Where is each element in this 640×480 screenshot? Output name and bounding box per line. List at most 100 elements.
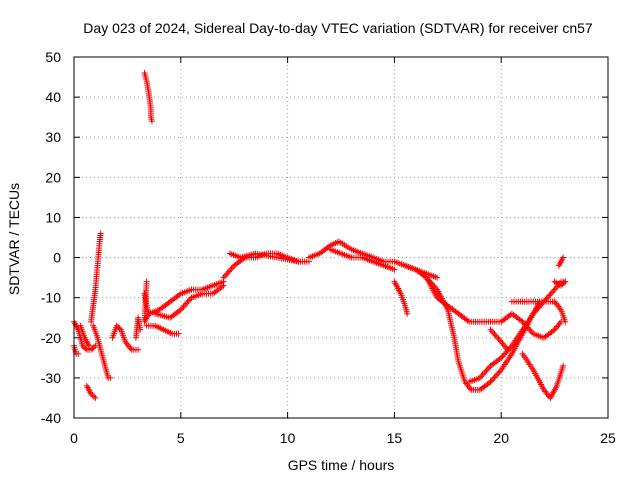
- y-tick-label: -20: [41, 330, 61, 346]
- plus-mark: [79, 342, 86, 349]
- plus-mark: [75, 350, 82, 357]
- plus-mark: [499, 353, 506, 360]
- x-tick-label: 0: [70, 430, 78, 446]
- plus-mark: [559, 281, 566, 288]
- plus-mark: [496, 337, 503, 344]
- plus-mark: [560, 362, 567, 369]
- plus-mark: [560, 279, 567, 286]
- series-arc-z: [555, 254, 567, 269]
- series-arc-g: [109, 322, 142, 353]
- series-arc-h: [132, 314, 144, 341]
- series-arc-d: [83, 382, 99, 401]
- plus-mark: [90, 393, 97, 400]
- plus-mark: [495, 369, 502, 376]
- series-arc-y: [551, 278, 569, 289]
- y-tick-label: -30: [41, 370, 61, 386]
- plus-mark: [113, 322, 120, 329]
- plus-mark: [143, 278, 150, 285]
- plus-mark: [221, 273, 228, 280]
- plus-mark: [227, 267, 234, 274]
- plus-mark: [484, 365, 491, 372]
- series-arc-j: [141, 70, 155, 125]
- plus-mark: [183, 300, 190, 307]
- plus-mark: [220, 282, 227, 289]
- series-arc-f: [90, 322, 114, 381]
- x-tick-label: 15: [387, 430, 403, 446]
- series-arc-w: [508, 298, 569, 325]
- plot-frame: [73, 56, 609, 419]
- plus-mark: [548, 289, 555, 296]
- x-tick-labels: 0 5 10 15 20 25: [70, 430, 616, 446]
- plus-mark: [491, 331, 498, 338]
- plus-mark: [148, 118, 155, 125]
- x-tick-label: 25: [600, 430, 616, 446]
- plus-mark: [492, 372, 499, 379]
- plus-mark: [223, 271, 230, 278]
- series-arc-v: [487, 326, 511, 353]
- chart-title: Day 023 of 2024, Sidereal Day-to-day VTE…: [83, 20, 593, 36]
- plus-mark: [550, 288, 557, 295]
- series-arc-o: [226, 250, 302, 265]
- plus-mark: [107, 374, 114, 381]
- plus-mark: [490, 329, 497, 336]
- y-tick-label: -40: [41, 410, 61, 426]
- series-arc-b: [71, 342, 82, 357]
- y-tick-labels: 50 40 30 20 10 0 -10 -20 -30 -40: [41, 49, 61, 426]
- plus-mark: [225, 268, 232, 275]
- plus-mark: [546, 292, 553, 299]
- y-tick-label: 30: [45, 129, 61, 145]
- plus-mark: [135, 346, 142, 353]
- plus-mark: [495, 335, 502, 342]
- plus-mark: [558, 282, 565, 289]
- plus-mark: [490, 375, 497, 382]
- plus-mark: [486, 364, 493, 371]
- plus-mark: [562, 278, 569, 285]
- series-arc-m: [152, 282, 227, 321]
- plus-mark: [88, 390, 95, 397]
- plus-mark: [483, 367, 490, 374]
- plus-mark: [494, 371, 501, 378]
- grid-lines: [74, 57, 608, 418]
- y-tick-label: -10: [41, 290, 61, 306]
- plus-mark: [229, 264, 236, 271]
- plus-mark: [228, 265, 235, 272]
- plus-mark: [480, 370, 487, 377]
- y-tick-label: 0: [53, 250, 61, 266]
- plus-mark: [560, 254, 567, 261]
- plus-mark: [89, 392, 96, 399]
- axis-ticks: [73, 56, 609, 419]
- y-tick-label: 40: [45, 89, 61, 105]
- plus-mark: [90, 344, 97, 351]
- plus-mark: [89, 345, 96, 352]
- series-arc-e: [88, 230, 104, 325]
- plus-mark: [115, 324, 122, 331]
- plus-mark: [85, 342, 92, 349]
- series-arc-l: [145, 278, 227, 317]
- plus-mark: [500, 351, 507, 358]
- plus-mark: [482, 368, 489, 375]
- plus-mark: [137, 326, 144, 333]
- plus-mark: [80, 344, 87, 351]
- plus-mark: [494, 334, 501, 341]
- y-tick-label: 50: [45, 49, 61, 65]
- series-arc-q: [327, 246, 398, 273]
- plus-mark: [175, 330, 182, 337]
- plus-mark: [404, 310, 411, 317]
- plus-mark: [181, 302, 188, 309]
- plus-mark: [504, 346, 511, 353]
- x-tick-label: 10: [280, 430, 296, 446]
- series-arc-u: [466, 278, 569, 385]
- plus-mark: [82, 345, 89, 352]
- plus-mark: [224, 270, 231, 277]
- plus-mark: [479, 371, 486, 378]
- plus-mark: [116, 325, 123, 332]
- plus-mark: [184, 299, 191, 306]
- plus-mark: [492, 332, 499, 339]
- plus-mark: [391, 266, 398, 273]
- y-tick-label: 20: [45, 169, 61, 185]
- data-marks: [71, 70, 569, 401]
- plus-mark: [488, 328, 495, 335]
- y-tick-label: 10: [45, 209, 61, 225]
- plus-mark: [88, 346, 95, 353]
